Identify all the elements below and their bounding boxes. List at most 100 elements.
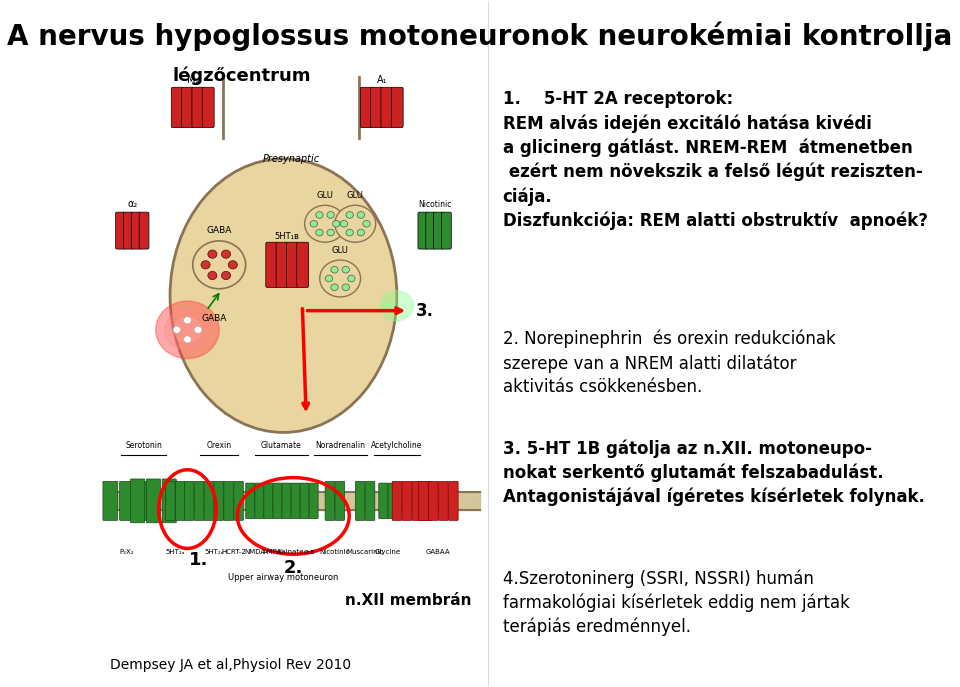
Circle shape [165, 309, 210, 350]
Text: Acetylcholine: Acetylcholine [372, 440, 422, 449]
Circle shape [342, 267, 349, 273]
Circle shape [325, 275, 332, 282]
Text: Noradrenalin: Noradrenalin [315, 440, 365, 449]
FancyBboxPatch shape [120, 482, 134, 520]
Text: Glycine: Glycine [374, 549, 401, 555]
Text: 5HT₂ₐ: 5HT₂ₐ [204, 549, 224, 555]
FancyBboxPatch shape [335, 482, 345, 520]
Circle shape [201, 260, 210, 269]
Text: Dempsey JA et al,Physiol Rev 2010: Dempsey JA et al,Physiol Rev 2010 [109, 658, 350, 672]
FancyBboxPatch shape [300, 483, 309, 519]
FancyBboxPatch shape [176, 482, 185, 520]
Circle shape [156, 301, 219, 359]
FancyBboxPatch shape [136, 482, 151, 520]
FancyBboxPatch shape [366, 482, 374, 520]
Text: 5HT₁в: 5HT₁в [275, 232, 300, 241]
FancyBboxPatch shape [214, 482, 224, 520]
Text: GABAA: GABAA [426, 549, 451, 555]
FancyBboxPatch shape [132, 212, 141, 249]
FancyBboxPatch shape [422, 482, 432, 520]
Circle shape [208, 271, 217, 280]
FancyBboxPatch shape [371, 87, 382, 128]
FancyBboxPatch shape [412, 482, 421, 520]
FancyBboxPatch shape [146, 479, 160, 523]
Circle shape [316, 212, 324, 218]
Text: Nicotinic: Nicotinic [320, 549, 350, 555]
FancyBboxPatch shape [273, 483, 282, 519]
Text: Glutamate: Glutamate [261, 440, 301, 449]
FancyBboxPatch shape [392, 87, 403, 128]
Text: 3.: 3. [416, 302, 434, 319]
FancyBboxPatch shape [181, 87, 194, 128]
Text: légzőcentrum: légzőcentrum [173, 67, 311, 85]
Text: 4.Szerotoninerg (SSRI, NSSRI) humán
farmakológiai kísérletek eddig nem jártak
te: 4.Szerotoninerg (SSRI, NSSRI) humán farm… [503, 570, 850, 636]
Circle shape [173, 326, 180, 333]
FancyBboxPatch shape [381, 87, 393, 128]
Text: Presynaptic: Presynaptic [262, 154, 320, 164]
Circle shape [363, 221, 371, 227]
Text: A₁: A₁ [376, 75, 387, 85]
FancyBboxPatch shape [266, 243, 277, 287]
FancyBboxPatch shape [103, 482, 118, 520]
Circle shape [320, 260, 361, 297]
FancyBboxPatch shape [360, 87, 372, 128]
FancyBboxPatch shape [388, 483, 396, 519]
Circle shape [327, 212, 334, 218]
Text: GLU: GLU [347, 192, 364, 201]
Text: 2. Norepinephrin  és orexin redukciónak
szerepe van a NREM alatti dilatátor
akti: 2. Norepinephrin és orexin redukciónak s… [503, 330, 835, 396]
FancyBboxPatch shape [309, 483, 318, 519]
FancyBboxPatch shape [448, 482, 458, 520]
Text: Nicotinic: Nicotinic [418, 200, 451, 209]
Circle shape [304, 205, 346, 243]
FancyBboxPatch shape [131, 479, 145, 523]
Circle shape [183, 336, 191, 343]
FancyBboxPatch shape [429, 482, 438, 520]
Circle shape [327, 229, 334, 236]
FancyBboxPatch shape [282, 483, 291, 519]
FancyBboxPatch shape [439, 482, 448, 520]
Circle shape [222, 271, 230, 280]
Text: n.XII membrán: n.XII membrán [345, 594, 471, 608]
Circle shape [332, 221, 340, 227]
Circle shape [194, 326, 202, 333]
Text: Serotonin: Serotonin [125, 440, 162, 449]
Text: HCRT-2: HCRT-2 [221, 549, 246, 555]
Circle shape [208, 250, 217, 258]
FancyBboxPatch shape [379, 483, 388, 519]
Text: 1.: 1. [189, 551, 208, 569]
Ellipse shape [170, 159, 396, 432]
Circle shape [357, 212, 365, 218]
FancyBboxPatch shape [325, 482, 335, 520]
Circle shape [222, 250, 230, 258]
Text: α₂: α₂ [127, 199, 137, 209]
Text: GLU: GLU [317, 192, 333, 201]
FancyBboxPatch shape [264, 483, 273, 519]
Circle shape [341, 221, 348, 227]
FancyBboxPatch shape [115, 212, 126, 249]
FancyBboxPatch shape [286, 243, 299, 287]
FancyBboxPatch shape [124, 212, 133, 249]
Text: α₁в: α₁в [303, 549, 315, 555]
Text: GABA: GABA [206, 227, 232, 236]
FancyBboxPatch shape [402, 482, 412, 520]
FancyBboxPatch shape [355, 482, 365, 520]
Text: 2.: 2. [283, 559, 303, 577]
Text: AMPA: AMPA [263, 549, 282, 555]
Circle shape [357, 229, 365, 236]
FancyBboxPatch shape [418, 212, 428, 249]
FancyBboxPatch shape [224, 482, 233, 520]
FancyBboxPatch shape [192, 87, 204, 128]
Text: Kainate: Kainate [277, 549, 304, 555]
Text: A nervus hypoglossus motoneuronok neurokémiai kontrollja: A nervus hypoglossus motoneuronok neurok… [8, 22, 952, 52]
Text: 5HT₂ₐ: 5HT₂ₐ [165, 549, 185, 555]
FancyBboxPatch shape [426, 212, 436, 249]
FancyBboxPatch shape [204, 482, 214, 520]
Text: P₂X₂: P₂X₂ [120, 549, 134, 555]
Text: NMDA: NMDA [244, 549, 265, 555]
FancyBboxPatch shape [254, 483, 264, 519]
FancyBboxPatch shape [162, 479, 177, 523]
Text: Muscarinic: Muscarinic [347, 549, 384, 555]
Circle shape [335, 205, 375, 243]
FancyBboxPatch shape [297, 243, 309, 287]
FancyBboxPatch shape [246, 483, 254, 519]
